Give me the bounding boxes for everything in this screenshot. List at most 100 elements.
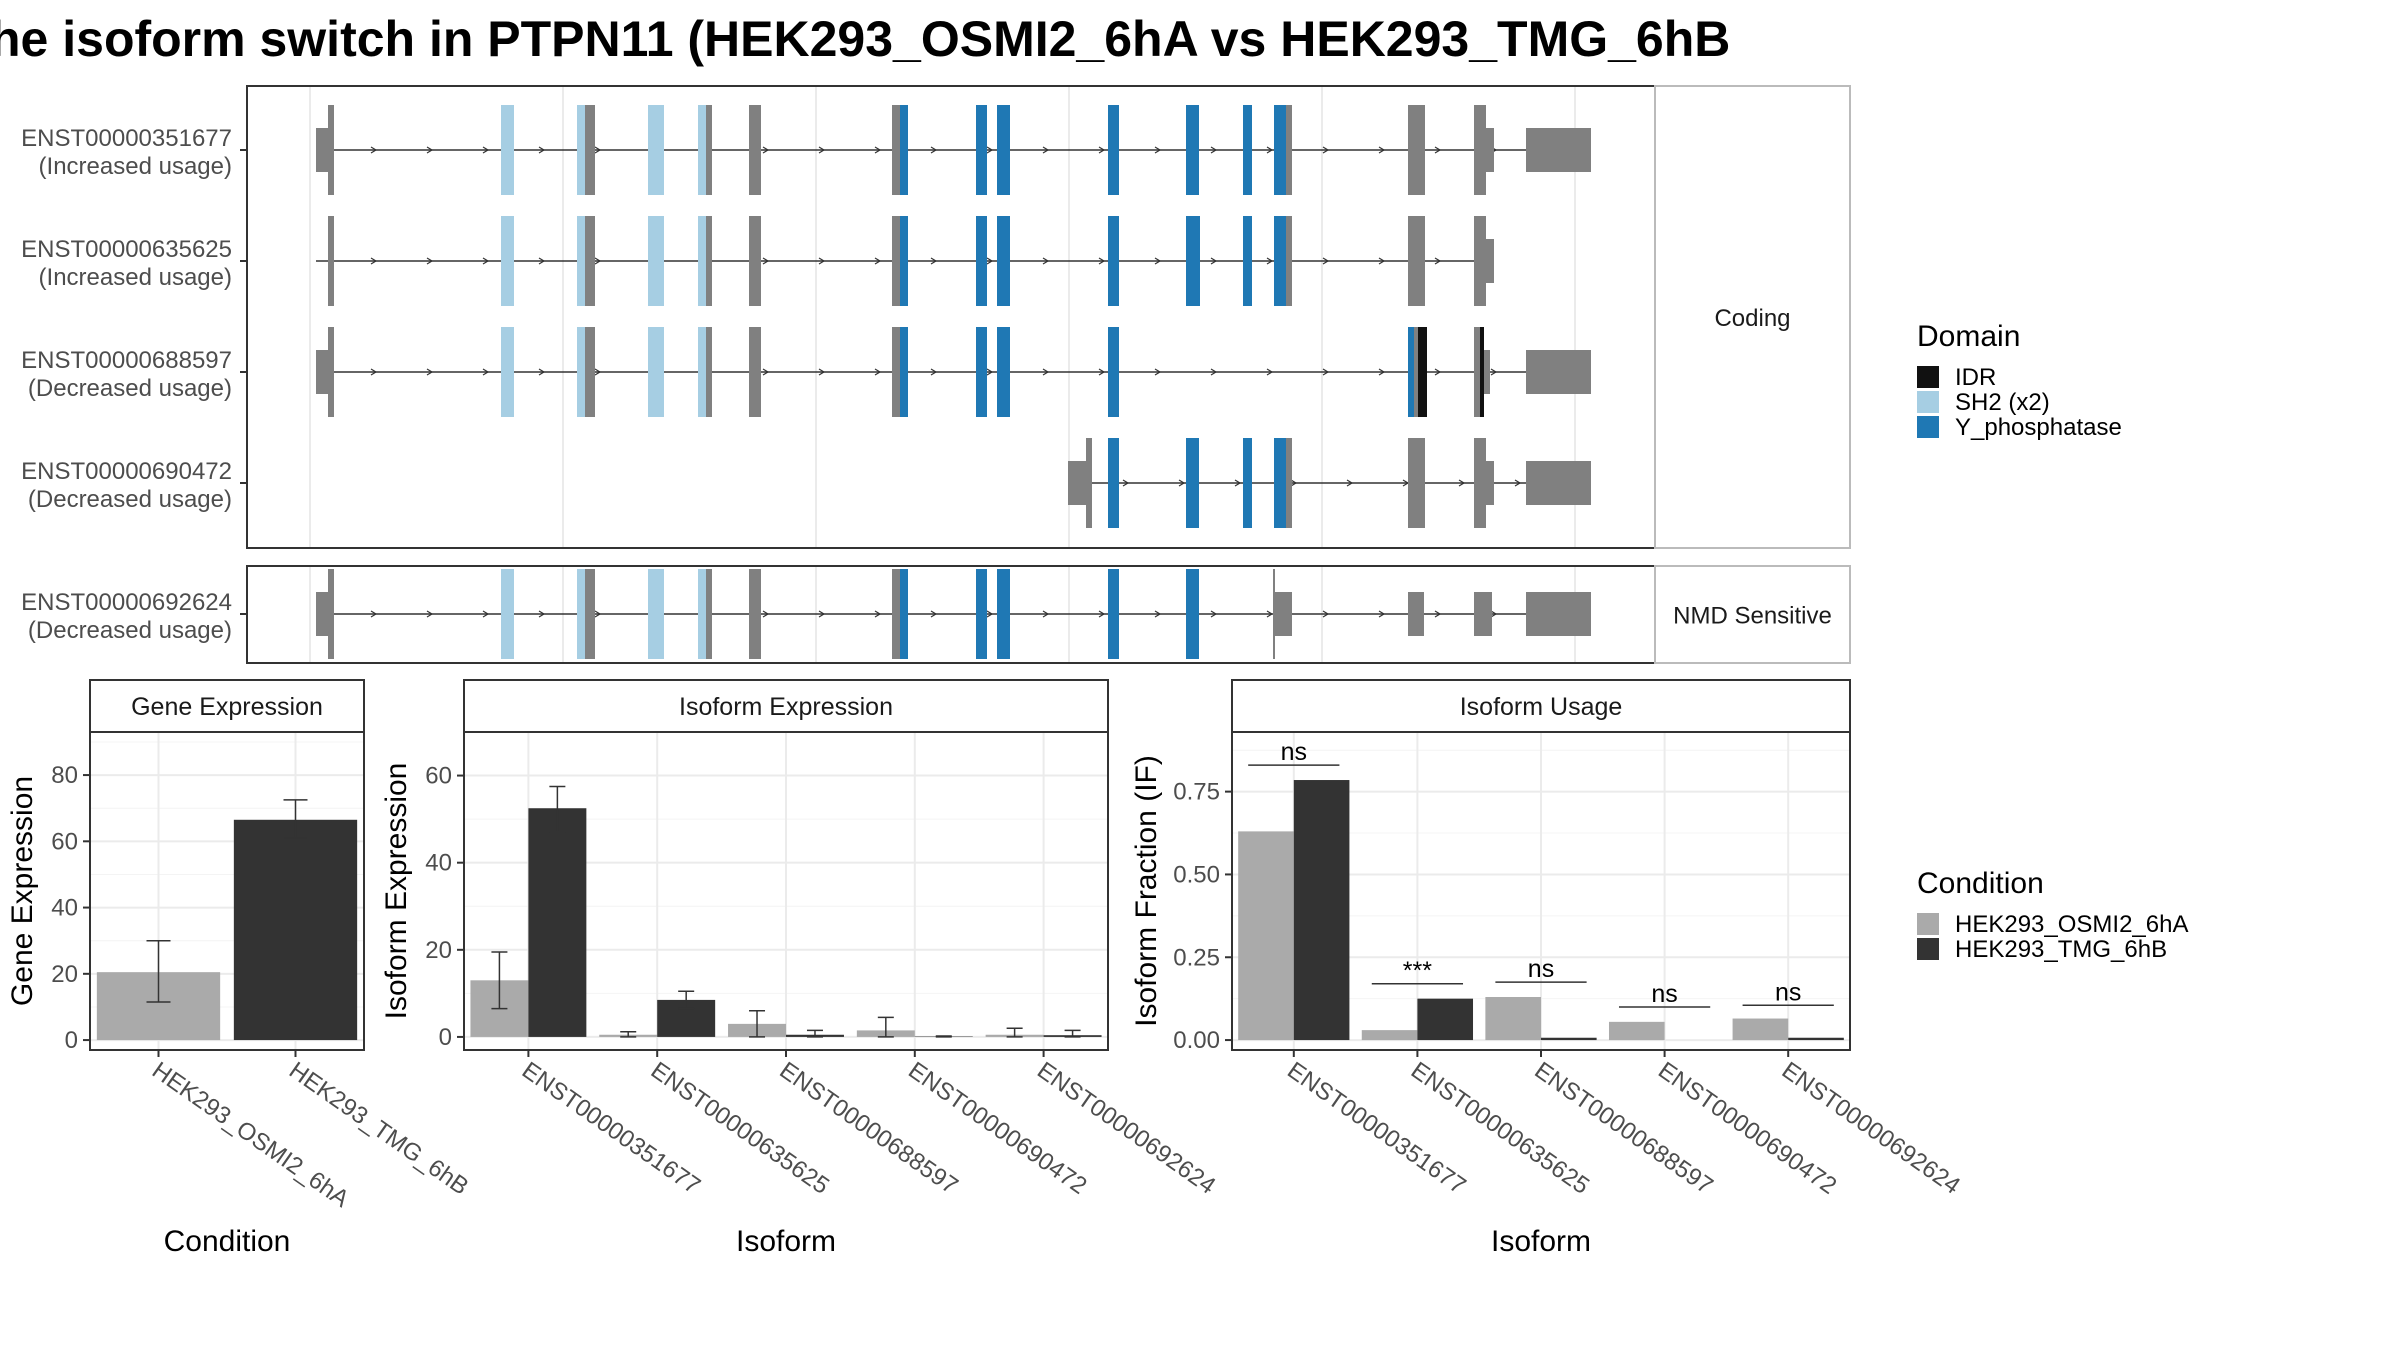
y-phosphatase-domain [900,216,908,306]
intron-arrow [538,610,546,618]
y-phosphatase-domain [1274,216,1286,306]
x-axis-title: Condition [164,1225,291,1258]
intron-arrow [1154,610,1162,618]
exon [749,105,761,195]
intron-arrow [930,610,938,618]
sh2-domain [577,327,585,417]
exon [706,216,712,306]
intron-arrow [818,610,826,618]
y-phosphatase-domain [1186,216,1200,306]
intron-arrow [1434,257,1442,265]
significance-label: *** [1403,957,1432,985]
exon [1474,438,1486,528]
condition-legend-swatch [1917,913,1939,935]
intron-arrow [1490,610,1498,618]
intron-arrow [986,146,994,154]
sh2-domain [577,569,585,659]
intron-arrow [482,146,490,154]
condition-legend-label: HEK293_TMG_6hB [1955,936,2167,963]
y-tick-label: 40 [425,850,452,877]
intron-arrow [1098,368,1106,376]
intron-arrow [1042,257,1050,265]
intron-arrow [1122,479,1130,487]
exon [749,569,761,659]
intron-arrow [874,610,882,618]
y-phosphatase-domain [997,216,1010,306]
bar [1361,1030,1418,1041]
y-tick-label: 60 [51,828,78,855]
transcript-usage-label: (Increased usage) [39,264,232,291]
intron-arrow [1346,479,1354,487]
exon [1286,216,1292,306]
condition-legend-swatch [1917,938,1939,960]
intron-arrow [1266,610,1274,618]
intron-arrow [370,146,378,154]
utr-exon [1526,128,1591,172]
sh2-domain [501,216,514,306]
intron-arrow [1514,479,1522,487]
intron-arrow [762,257,770,265]
exon [328,216,334,306]
y-phosphatase-domain [1186,105,1199,195]
y-phosphatase-domain [900,105,908,195]
intron-arrow [1042,146,1050,154]
intron-arrow [594,368,602,376]
idr-domain [1480,327,1484,417]
utr-exon [1486,239,1494,283]
intron-arrow [818,257,826,265]
exon [1286,438,1292,528]
y-phosphatase-domain [976,327,987,417]
transcript-usage-label: (Increased usage) [39,153,232,180]
figure-title: he isoform switch in PTPN11 (HEK293_OSMI… [0,11,1730,67]
y-axis-title: Isoform Fraction (IF) [1130,755,1163,1027]
structure-panel-bg-0 [247,86,1655,548]
bar [1485,997,1541,1041]
intron-arrow [1322,368,1330,376]
y-tick-label: 20 [425,937,452,964]
chart-title: Isoform Usage [1460,693,1623,721]
y-tick-label: 0.50 [1173,861,1220,888]
exon [1286,105,1292,195]
chart-strip [1231,679,1851,733]
y-phosphatase-domain [1186,569,1199,659]
intron-arrow [1210,610,1218,618]
y-phosphatase-domain [1108,216,1119,306]
intron-arrow [1378,257,1386,265]
sh2-domain [577,216,585,306]
domain-legend-label: SH2 (x2) [1955,389,2050,416]
intron-arrow [930,368,938,376]
y-phosphatase-domain [1186,438,1199,528]
transcript-usage-label: (Decreased usage) [28,375,232,402]
y-phosphatase-domain [1274,438,1286,528]
transcript-id-label: ENST00000690472 [21,458,232,485]
y-phosphatase-domain [997,327,1010,417]
y-phosphatase-domain [976,569,987,659]
exon [328,105,334,195]
exon [585,216,595,306]
intron-arrow [1434,368,1442,376]
utr-exon [1486,461,1494,505]
utr-exon [1408,592,1424,636]
sh2-domain [698,569,706,659]
intron-arrow [762,368,770,376]
y-axis-title: Isoform Expression [380,763,413,1020]
utr-exon [1526,461,1591,505]
y-phosphatase-domain [1274,105,1286,195]
bar [1732,1018,1789,1041]
intron-arrow [930,257,938,265]
transcript-track-4 [316,569,1591,659]
intron-arrow [1378,368,1386,376]
intron-arrow [482,610,490,618]
intron-arrow [426,146,434,154]
bar [1417,998,1474,1041]
x-axis-title: Isoform [736,1225,836,1258]
exon [892,327,900,417]
intron-arrow [1178,479,1186,487]
intron-arrow [1434,146,1442,154]
intron-arrow [1042,368,1050,376]
intron-arrow [986,368,994,376]
intron-arrow [538,257,546,265]
strip-label-1: NMD Sensitive [1673,603,1832,630]
